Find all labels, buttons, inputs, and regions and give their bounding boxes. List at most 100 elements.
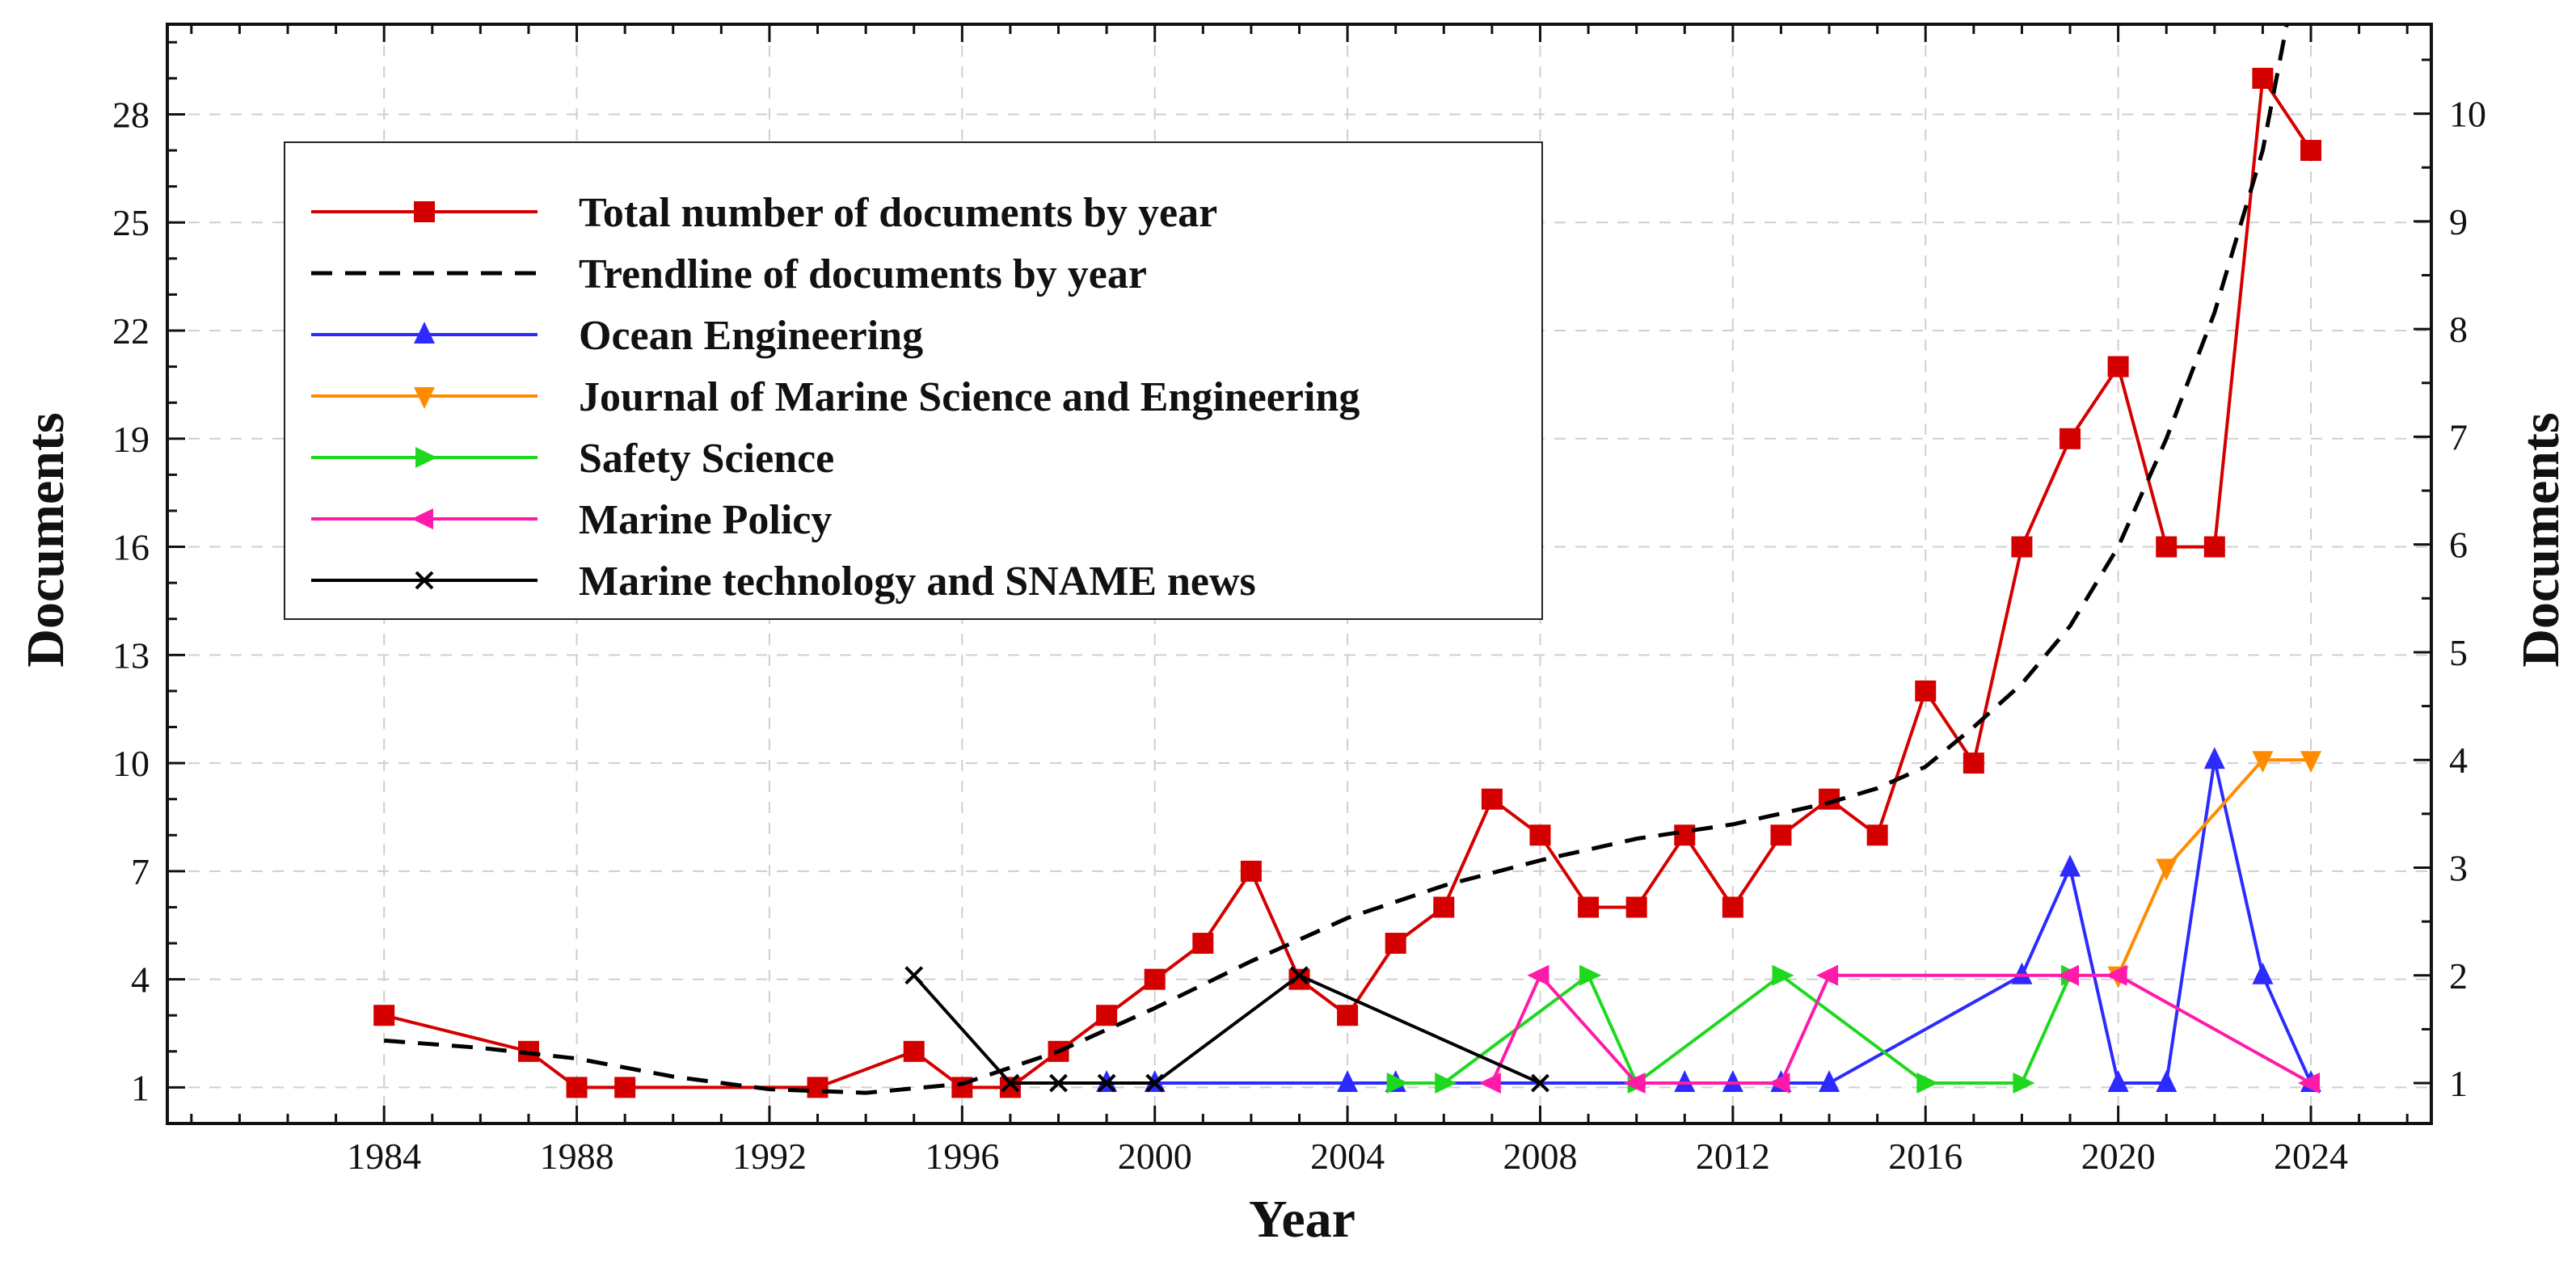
- y-tick-label-right: 4: [2449, 740, 2468, 781]
- series-1: [384, 24, 2289, 1095]
- data-point: [2060, 428, 2081, 449]
- y-tick-label-right: 1: [2449, 1063, 2468, 1104]
- data-point: [1816, 964, 1839, 986]
- y-tick-label-right: 2: [2449, 955, 2468, 997]
- data-point: [2107, 1070, 2129, 1093]
- x-tick-label: 2016: [1888, 1136, 1963, 1177]
- data-point: [1770, 824, 1792, 846]
- data-point: [1674, 824, 1696, 846]
- data-point: [1722, 1070, 1743, 1093]
- legend-entry: Marine technology and SNAME news: [311, 559, 1256, 605]
- data-point: [1722, 896, 1743, 918]
- y-tick-label-left: 28: [112, 94, 150, 135]
- legend-box: [284, 141, 1543, 620]
- x-tick-label: 2000: [1118, 1136, 1192, 1177]
- x-tick-label: 1984: [347, 1136, 421, 1177]
- data-point: [1819, 1070, 1840, 1093]
- legend-label: Safety Science: [579, 436, 834, 482]
- data-point: [1290, 966, 1309, 985]
- data-point: [2011, 962, 2033, 984]
- data-point: [1768, 1073, 1790, 1094]
- data-point: [373, 1005, 395, 1026]
- data-point: [2252, 751, 2274, 773]
- data-point: [1435, 1073, 1457, 1094]
- data-point: [1529, 824, 1551, 846]
- data-point: [2252, 67, 2274, 89]
- legend-label: Trendline of documents by year: [579, 251, 1147, 297]
- data-point: [2298, 1073, 2321, 1094]
- data-point: [2156, 536, 2178, 558]
- x-tick-label: 2008: [1503, 1136, 1577, 1177]
- data-point: [999, 1077, 1021, 1098]
- data-point: [1772, 964, 1794, 986]
- data-point: [1674, 1070, 1696, 1093]
- y-tick-label-left: 25: [112, 202, 150, 243]
- data-point: [2156, 858, 2178, 881]
- data-point: [1240, 860, 1262, 882]
- data-point: [1337, 1070, 1359, 1093]
- data-point: [1915, 680, 1937, 702]
- series-5: [1478, 964, 2321, 1094]
- legend-marker: [415, 571, 434, 590]
- data-point: [1001, 1073, 1020, 1093]
- data-point: [1531, 1073, 1549, 1093]
- x-tick-label: 2012: [1696, 1136, 1770, 1177]
- series-line: [1395, 973, 2072, 1085]
- x-tick-label: 1988: [540, 1136, 614, 1177]
- y-tick-label-right: 8: [2449, 309, 2468, 350]
- data-point: [1386, 1073, 1409, 1094]
- series-6: [904, 966, 1549, 1093]
- data-point: [1866, 824, 1888, 846]
- y-tick-label-right: 9: [2449, 201, 2468, 242]
- data-point: [2300, 751, 2322, 773]
- legend-entry: Trendline of documents by year: [311, 251, 1147, 297]
- data-point: [1337, 1005, 1359, 1026]
- axis-layer: 1984 1988 1992 1996 2000 2004 2008 2012 2016 2020…: [112, 23, 2486, 1177]
- x-tick-label: 1992: [732, 1136, 807, 1177]
- data-point: [1579, 964, 1602, 986]
- data-point: [1385, 933, 1406, 955]
- data-point: [1433, 896, 1455, 918]
- legend-marker: [415, 447, 437, 468]
- y-tick-label-left: 22: [112, 310, 150, 352]
- legend-label: Journal of Marine Science and Engineerin…: [579, 374, 1360, 420]
- data-point: [2013, 1073, 2035, 1094]
- legend-marker: [411, 508, 433, 529]
- legend-label: Marine technology and SNAME news: [579, 559, 1256, 605]
- legend-label: Ocean Engineering: [579, 313, 923, 359]
- y-tick-label-left: 13: [112, 634, 150, 676]
- data-point: [2156, 1070, 2178, 1093]
- series-2: [1096, 747, 2322, 1093]
- y-tick-label-left: 1: [131, 1067, 150, 1108]
- data-point: [1478, 1073, 1501, 1094]
- data-point: [1623, 1073, 1646, 1094]
- series-3: [2107, 751, 2322, 988]
- x-tick-label: 2004: [1310, 1136, 1385, 1177]
- data-point: [2107, 356, 2129, 377]
- data-point: [566, 1077, 588, 1098]
- y-tick-label-left: 10: [112, 743, 150, 784]
- series-line: [384, 24, 2289, 1095]
- data-point: [1527, 964, 1549, 986]
- data-point: [1049, 1073, 1068, 1093]
- legend-entry: Journal of Marine Science and Engineerin…: [311, 374, 1360, 420]
- data-point: [1192, 933, 1214, 955]
- data-point: [1481, 788, 1503, 810]
- data-point: [1096, 1005, 1118, 1026]
- y-axis-title-right: Documents: [2511, 412, 2570, 667]
- series-line: [2116, 758, 2311, 976]
- data-point: [904, 966, 924, 985]
- series-layer: [373, 24, 2322, 1098]
- data-point: [2060, 854, 2081, 877]
- data-point: [1916, 1073, 1939, 1094]
- data-point: [1578, 896, 1600, 918]
- data-point: [2057, 964, 2080, 986]
- data-point: [1625, 896, 1647, 918]
- y-tick-label-left: 4: [131, 959, 150, 1001]
- y-tick-label-left: 16: [112, 527, 150, 568]
- data-point: [1144, 968, 1166, 990]
- legend-label: Total number of documents by year: [579, 190, 1217, 236]
- x-tick-label: 2024: [2274, 1136, 2348, 1177]
- data-point: [1963, 752, 1984, 774]
